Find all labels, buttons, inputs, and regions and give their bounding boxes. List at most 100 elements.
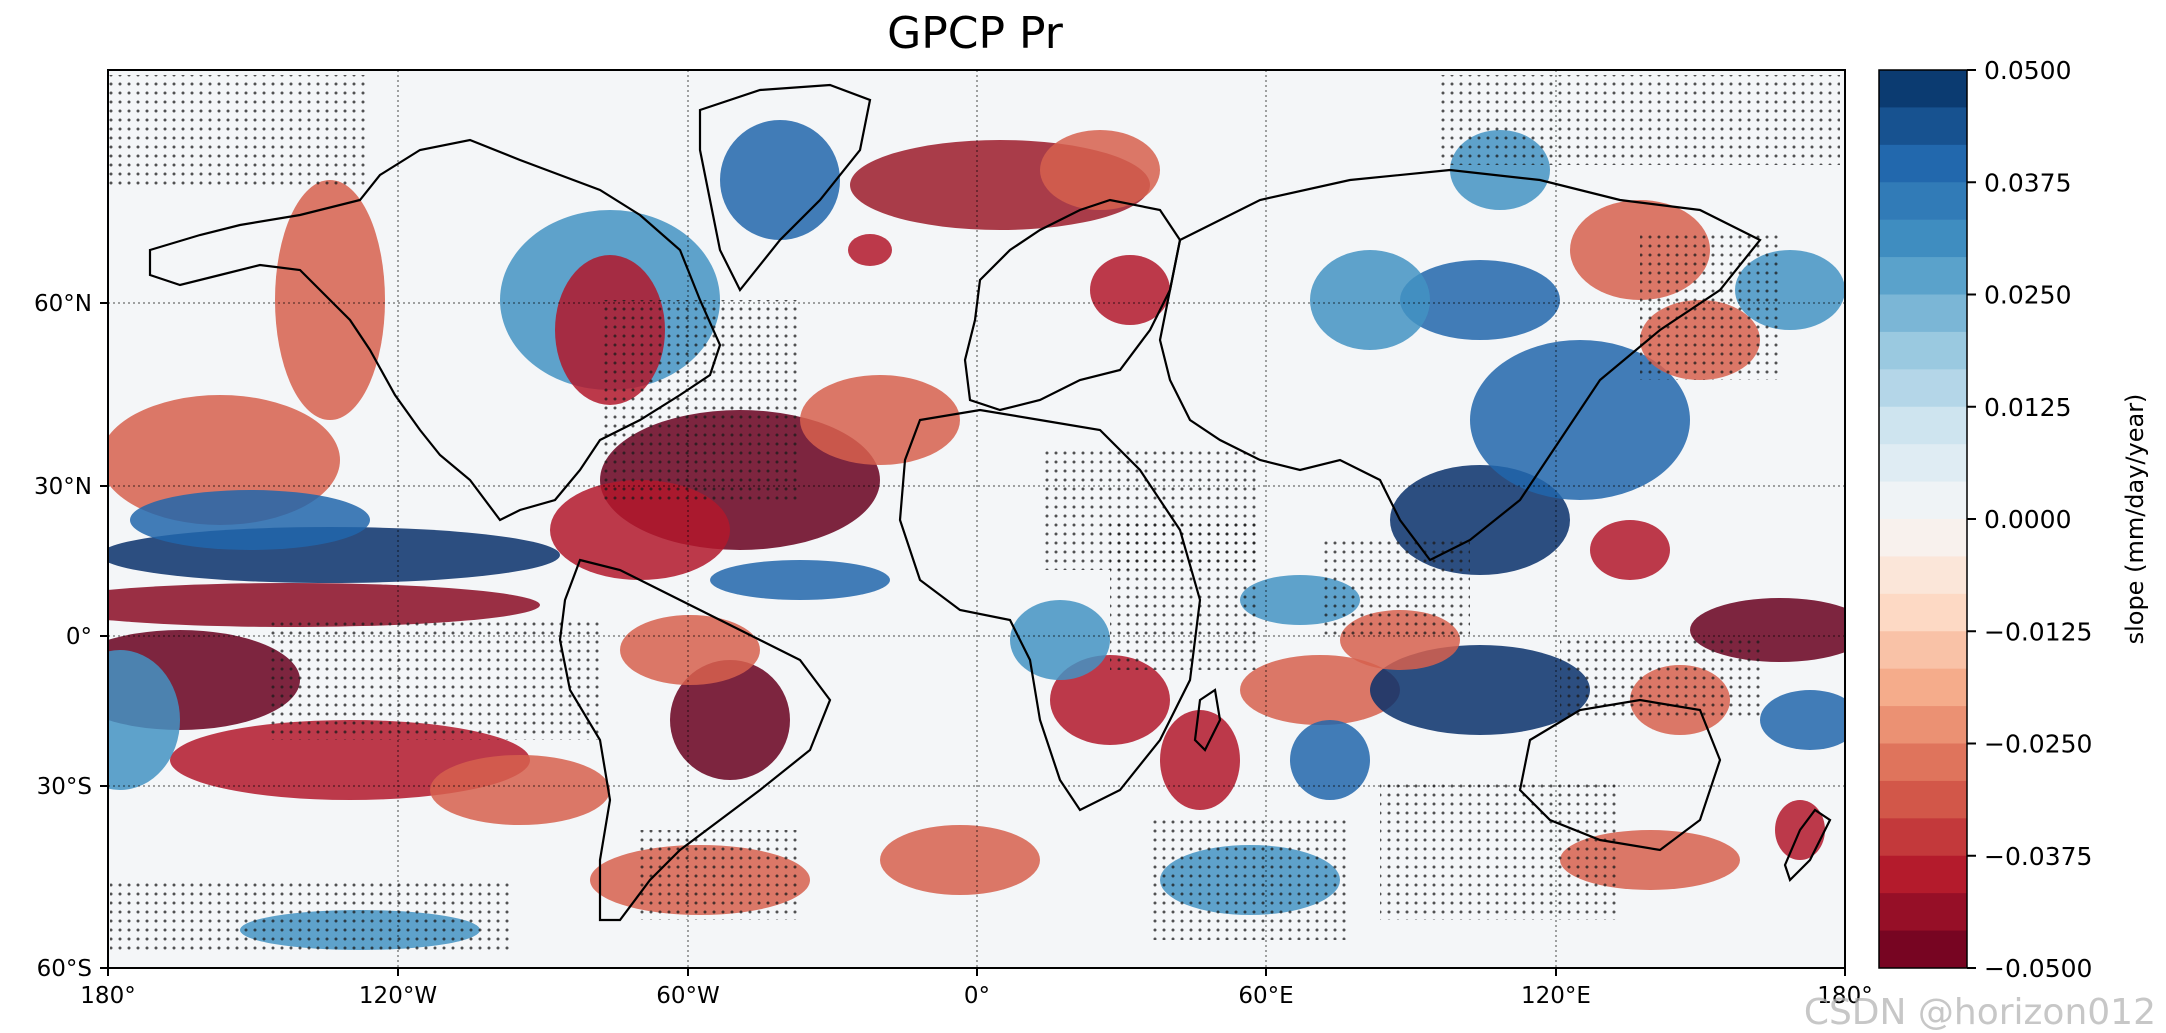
trend-anomaly	[848, 234, 892, 266]
x-axis-ticks: 180° 120°W 60°W 0° 60°E 120°E 180°	[80, 968, 1873, 1009]
stipple-patch	[1640, 230, 1780, 380]
trend-anomaly	[1090, 255, 1170, 325]
colorbar-level	[1879, 780, 1967, 819]
colorbar-ticks: 0.0500 0.0375 0.0250 0.0125 0.0000 −0.0125 −0.…	[1967, 56, 2092, 983]
trend-anomaly	[710, 560, 890, 600]
coast-africa	[898, 408, 1202, 812]
coast-north-america	[148, 138, 722, 522]
stipple-patch	[110, 880, 510, 950]
colorbar-tick-label: 0.0125	[1984, 393, 2071, 422]
stipple-patch	[1110, 520, 1260, 670]
x-tick-label: 180°	[1817, 983, 1872, 1009]
colorbar-tick-label: 0.0500	[1984, 56, 2071, 85]
colorbar-level	[1879, 294, 1967, 333]
precip-trend-field	[108, 70, 1845, 968]
coastlines	[148, 83, 1832, 922]
y-axis-ticks: 60°N 30°N 0° 30°S 60°S	[34, 291, 108, 982]
x-tick-label: 0°	[964, 983, 990, 1009]
y-tick-label: 0°	[66, 624, 92, 650]
coast-madagascar	[1193, 688, 1222, 752]
significance-stippling	[108, 75, 1840, 950]
y-tick-label: 30°N	[34, 474, 92, 500]
trend-anomaly	[108, 650, 180, 790]
coast-greenland	[698, 83, 872, 293]
trend-anomaly	[1400, 260, 1560, 340]
colorbar-level	[1879, 331, 1967, 370]
trend-anomaly	[620, 615, 760, 685]
trend-anomaly	[1310, 250, 1430, 350]
watermark: CSDN @horizon012	[1803, 992, 2156, 1033]
colorbar-level	[1879, 556, 1967, 595]
colorbar-level	[1879, 706, 1967, 744]
x-tick-label: 180°	[80, 983, 135, 1009]
colorbar-tick-label: −0.0500	[1984, 954, 2092, 983]
colorbar-level	[1879, 930, 1967, 969]
trend-anomaly	[1040, 130, 1160, 210]
trend-anomaly	[670, 660, 790, 780]
colorbar-tick-label: −0.0125	[1984, 617, 2092, 646]
colorbar-level	[1879, 893, 1967, 932]
colorbar-level	[1879, 818, 1967, 857]
stipple-patch	[1380, 780, 1620, 920]
colorbar-level	[1879, 519, 1967, 557]
colorbar-level	[1879, 107, 1967, 146]
colorbar-level	[1879, 219, 1967, 258]
coast-south-america	[558, 558, 832, 922]
trend-anomaly	[1290, 720, 1370, 800]
colorbar-level	[1879, 144, 1967, 183]
colorbar-level	[1879, 182, 1967, 221]
trend-anomaly	[108, 630, 300, 730]
coast-new-zealand	[1783, 808, 1832, 883]
colorbar: 0.0500 0.0375 0.0250 0.0125 0.0000 −0.0125 −0.…	[1878, 56, 2149, 983]
stipple-patch	[1440, 75, 1840, 165]
trend-anomaly	[108, 583, 540, 627]
trend-anomaly	[1240, 655, 1400, 725]
colorbar-level	[1879, 855, 1967, 894]
colorbar-level	[1879, 369, 1967, 408]
colorbar-level	[1879, 444, 1967, 483]
trend-anomaly	[800, 375, 960, 465]
stipple-patch	[600, 300, 800, 500]
trend-anomaly	[880, 825, 1040, 895]
trend-anomaly	[1160, 710, 1240, 810]
colorbar-level	[1879, 481, 1967, 520]
x-tick-label: 120°E	[1521, 983, 1591, 1009]
trend-anomaly	[430, 755, 610, 825]
trend-anomaly	[720, 120, 840, 240]
colorbar-label: slope (mm/day/year)	[2121, 394, 2149, 645]
colorbar-tick-label: −0.0375	[1984, 842, 2092, 871]
colorbar-tick-label: 0.0000	[1984, 505, 2071, 534]
colorbar-level	[1879, 631, 1967, 670]
y-tick-label: 60°N	[34, 291, 92, 317]
trend-anomaly	[1590, 520, 1670, 580]
coast-europe	[963, 198, 1182, 412]
coast-asia	[1158, 168, 1762, 562]
x-tick-label: 60°W	[656, 983, 720, 1009]
colorbar-level	[1879, 593, 1967, 632]
trend-anomaly	[1010, 600, 1110, 680]
stipple-patch	[270, 620, 600, 740]
stipple-patch	[640, 830, 800, 920]
y-tick-label: 30°S	[37, 774, 92, 800]
coast-australia	[1518, 698, 1722, 852]
colorbar-levels	[1879, 70, 1967, 969]
stipple-patch	[108, 75, 368, 185]
trend-anomaly	[1760, 690, 1845, 750]
trend-anomaly	[1370, 645, 1590, 735]
trend-anomaly	[1050, 655, 1170, 745]
colorbar-level	[1879, 668, 1967, 707]
x-tick-label: 60°E	[1238, 983, 1293, 1009]
chart-title: GPCP Pr	[887, 8, 1063, 59]
trend-anomaly	[550, 480, 730, 580]
y-tick-label: 60°S	[37, 956, 92, 982]
colorbar-level	[1879, 70, 1967, 108]
trend-anomaly	[130, 490, 370, 550]
colorbar-tick-label: −0.0250	[1984, 730, 2092, 759]
colorbar-level	[1879, 743, 1967, 782]
stipple-patch	[1150, 820, 1350, 940]
colorbar-level	[1879, 257, 1967, 295]
stipple-patch	[1320, 540, 1470, 640]
x-tick-label: 120°W	[359, 983, 437, 1009]
